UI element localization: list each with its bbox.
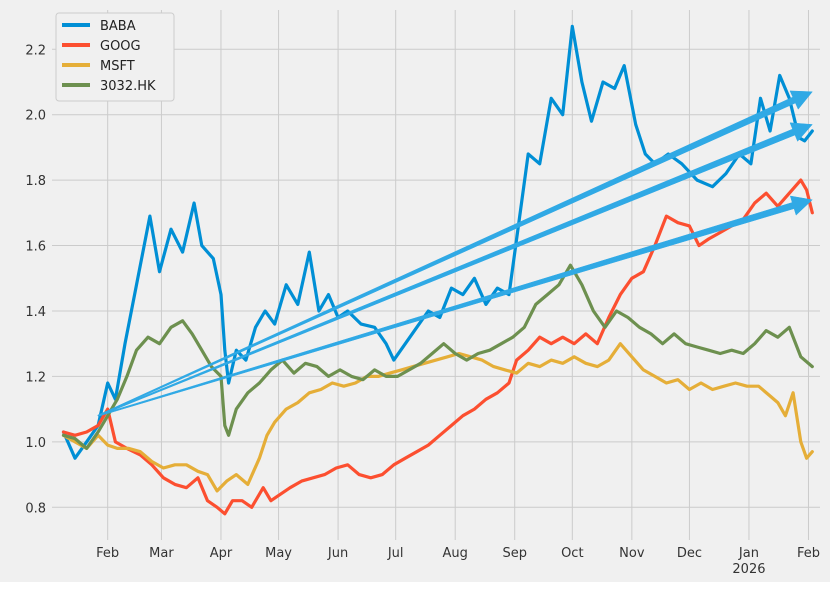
y-tick-label: 1.4 <box>25 305 46 320</box>
y-tick-label: 2.0 <box>25 109 46 124</box>
legend-label: GOOG <box>100 39 141 54</box>
x-tick-label: Dec <box>677 546 702 561</box>
x-tick-label: Nov <box>619 546 645 561</box>
y-tick-label: 1.0 <box>25 436 46 451</box>
x-tick-label: Aug <box>443 546 468 561</box>
x-tick-label: Jun <box>327 546 348 561</box>
x-tick-label: Oct <box>561 546 583 561</box>
x-tick-label: Feb <box>96 546 119 561</box>
trend-arrow <box>97 122 813 417</box>
trend-arrow <box>97 90 813 417</box>
legend-box <box>55 12 175 102</box>
x-tick-label: May <box>265 546 292 561</box>
legend-label: MSFT <box>100 59 135 74</box>
x-tick-label: Jan <box>738 546 759 561</box>
y-tick-label: 1.6 <box>25 240 46 255</box>
x-tick-label: Sep <box>502 546 527 561</box>
y-tick-label: 0.8 <box>25 501 46 516</box>
y-tick-label: 1.8 <box>25 174 46 189</box>
bottom-strip <box>0 582 830 590</box>
series-line-msft <box>61 342 814 493</box>
y-tick-label: 2.2 <box>25 43 46 58</box>
y-tick-label: 1.2 <box>25 370 46 385</box>
x-tick-label: Feb <box>797 546 820 561</box>
x-tick-label: Jul <box>387 546 404 561</box>
x-tick-year-label: 2026 <box>732 562 765 577</box>
legend-label: 3032.HK <box>100 79 156 94</box>
x-tick-label: Apr <box>210 546 233 561</box>
x-tick-label: Mar <box>149 546 174 561</box>
trend-arrow <box>97 195 813 417</box>
plot-area <box>52 10 820 540</box>
series-line-3032-hk <box>61 263 814 450</box>
legend-label: BABA <box>100 19 136 34</box>
